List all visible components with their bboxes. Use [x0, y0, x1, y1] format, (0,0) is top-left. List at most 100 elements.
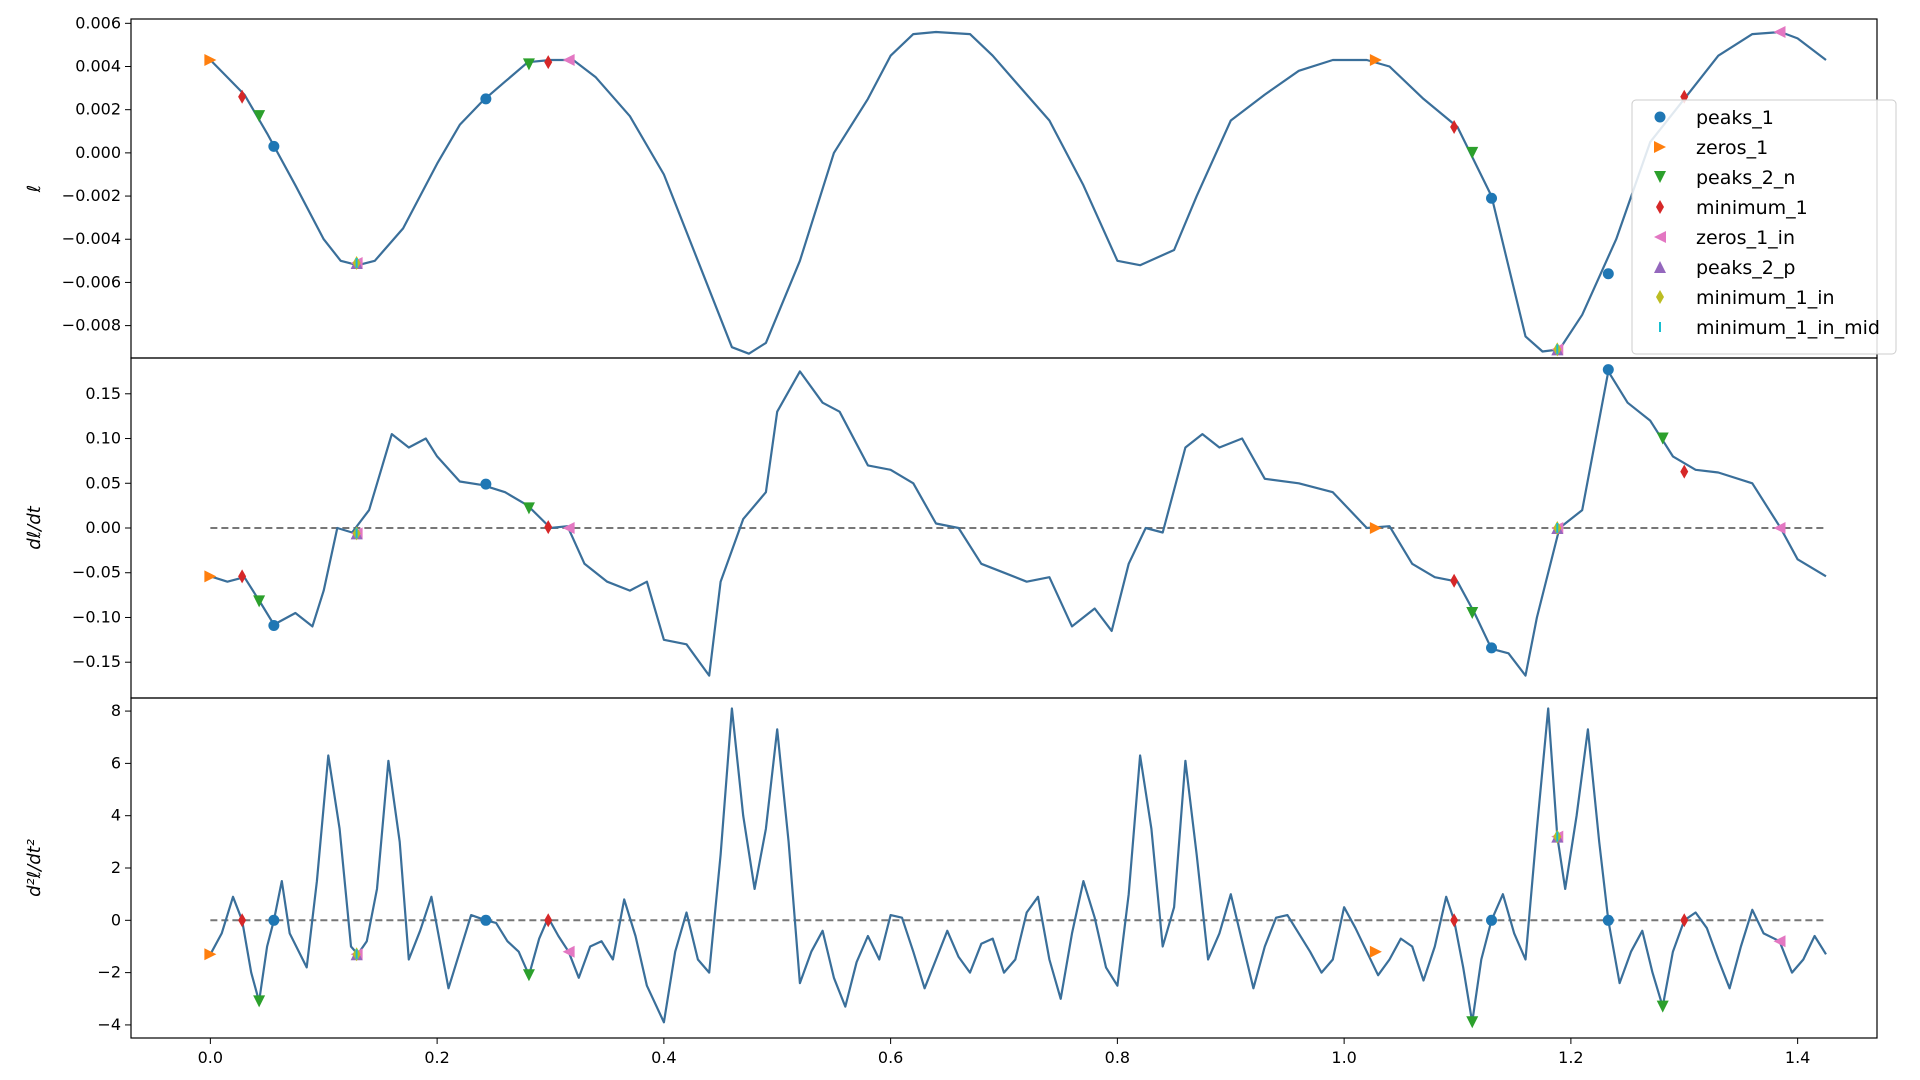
y-tick-label-top: −0.008: [62, 316, 121, 335]
marker-peaks_1: [268, 914, 280, 926]
marker-zeros_1_in: [562, 54, 575, 67]
y-tick-label-top: 0.006: [75, 13, 121, 32]
marker-zeros_1_in: [562, 522, 575, 534]
marker-peaks_2_n: [253, 110, 266, 123]
marker-peaks_1: [268, 140, 280, 152]
x-tick-label: 0.0: [198, 1048, 223, 1067]
y-tick-label-bottom: −4: [97, 1015, 121, 1034]
legend-label: minimum_1: [1696, 197, 1808, 219]
marker-peaks_1: [1602, 914, 1614, 926]
marker-minimum_1: [1680, 913, 1689, 928]
legend-box: [1631, 99, 1897, 355]
y-tick-label-bottom: 4: [111, 806, 121, 825]
marker-peaks_2_n: [253, 995, 266, 1008]
y-tick-label-bottom: 2: [111, 858, 121, 877]
marker-peaks_2_n: [1656, 1000, 1669, 1013]
marker-peaks_1: [480, 914, 492, 926]
x-tick-label: 1.0: [1331, 1048, 1356, 1067]
y-tick-label-top: 0.000: [75, 143, 121, 162]
y-tick-label-bottom: −2: [97, 963, 121, 982]
panels: 0.0060.0040.0020.000−0.002−0.004−0.006−0…: [24, 13, 1878, 1067]
y-tick-label-top: −0.006: [62, 272, 121, 291]
legend-marker-peaks_2_p: [1654, 261, 1666, 273]
marker-minimum_1: [1450, 573, 1459, 588]
marker-minimum_1: [238, 569, 247, 584]
y-tick-label-middle: −0.05: [72, 563, 121, 582]
marker-peaks_2_n: [522, 58, 535, 71]
legend-marker-zeros_1: [1654, 141, 1666, 153]
marker-peaks_2_n: [1466, 1016, 1479, 1029]
marker-peaks_1: [1486, 914, 1498, 926]
marker-zeros_1_in: [1773, 522, 1786, 534]
x-tick-label: 0.4: [651, 1048, 676, 1067]
legend-marker-peaks_1: [1654, 111, 1666, 123]
y-tick-label-bottom: 0: [111, 910, 121, 929]
marker-minimum_1: [1450, 913, 1459, 928]
marker-zeros_1: [204, 570, 217, 583]
marker-minimum_1: [238, 89, 247, 104]
y-tick-label-middle: 0.10: [85, 429, 121, 448]
marker-peaks_1: [268, 620, 280, 632]
y-tick-label-middle: −0.15: [72, 652, 121, 671]
marker-minimum_1: [1450, 119, 1459, 134]
marker-peaks_1: [480, 478, 492, 490]
marker-zeros_1_in: [1773, 25, 1786, 38]
y-tick-label-top: −0.004: [62, 229, 121, 248]
marker-peaks_1: [1486, 192, 1498, 204]
x-tick-label: 1.2: [1558, 1048, 1583, 1067]
legend-marker-minimum_1: [1656, 200, 1664, 214]
marker-minimum_1: [238, 913, 247, 928]
legend-item: peaks_2_n: [1654, 167, 1795, 189]
y-axis-label-middle: dℓ/dt: [24, 505, 45, 549]
marker-peaks_1: [1486, 642, 1498, 654]
marker-zeros_1: [1369, 522, 1382, 534]
y-tick-label-bottom: 8: [111, 701, 121, 720]
y-tick-label-middle: 0.05: [85, 473, 121, 492]
legend-label: zeros_1_in: [1696, 227, 1795, 249]
x-tick-label: 0.8: [1105, 1048, 1130, 1067]
marker-peaks_1: [480, 93, 492, 105]
legend-label: peaks_2_n: [1696, 167, 1795, 189]
legend-item: minimum_1: [1656, 197, 1808, 219]
marker-peaks_2_n: [522, 502, 535, 515]
marker-peaks_1: [1602, 364, 1614, 376]
marker-zeros_1_in: [1773, 935, 1786, 948]
legend-marker-minimum_1_in: [1656, 290, 1664, 304]
y-tick-label-middle: 0.15: [85, 384, 121, 403]
legend-marker-zeros_1_in: [1654, 231, 1666, 243]
series-line: [210, 370, 1827, 677]
panel-top: 0.006 0.004 0.002 0.000 −0.002 −0.004 −0.006 −0…: [24, 13, 1878, 359]
legend-item: peaks_1: [1654, 107, 1774, 129]
legend-label: zeros_1: [1696, 137, 1768, 159]
x-tick-label: 0.2: [424, 1048, 449, 1067]
marker-zeros_1: [1369, 54, 1382, 67]
marker-minimum_1: [544, 913, 553, 928]
y-tick-label-middle: 0.00: [85, 518, 121, 537]
marker-peaks_1: [1602, 268, 1614, 280]
legend-label: minimum_1_in_mid: [1696, 317, 1880, 339]
legend-item: zeros_1_in: [1654, 227, 1795, 249]
marker-zeros_1_in: [562, 945, 575, 958]
marker-peaks_2_n: [1466, 607, 1479, 619]
marker-minimum_1: [544, 55, 553, 70]
marker-zeros_1: [1369, 945, 1382, 958]
y-tick-label-top: 0.004: [75, 57, 121, 76]
legend-item: peaks_2_p: [1654, 257, 1795, 279]
marker-zeros_1: [204, 948, 217, 961]
y-tick-label-bottom: 6: [111, 753, 121, 772]
series-line: [209, 30, 1827, 355]
x-tick-label: 1.4: [1785, 1048, 1810, 1067]
marker-peaks_2_n: [522, 969, 535, 982]
series-line: [209, 707, 1827, 1024]
legend-label: peaks_1: [1696, 107, 1774, 129]
x-tick-label: 0.6: [878, 1048, 903, 1067]
y-axis-label-bottom: d²ℓ/dt²: [24, 839, 45, 897]
panel-middle: 0.15 0.10 0.05 0.00 −0.05 −0.10 −0.15 dℓ/dt: [24, 357, 1878, 699]
legend-label: peaks_2_p: [1696, 257, 1795, 279]
legend-marker-peaks_2_n: [1654, 171, 1666, 183]
marker-minimum_1: [544, 520, 553, 535]
marker-peaks_2_n: [1466, 146, 1479, 159]
legend: peaks_1 zeros_1 peaks_2_n minimum_1 zeros_1_…: [1631, 99, 1897, 355]
legend-item: zeros_1: [1654, 137, 1768, 159]
